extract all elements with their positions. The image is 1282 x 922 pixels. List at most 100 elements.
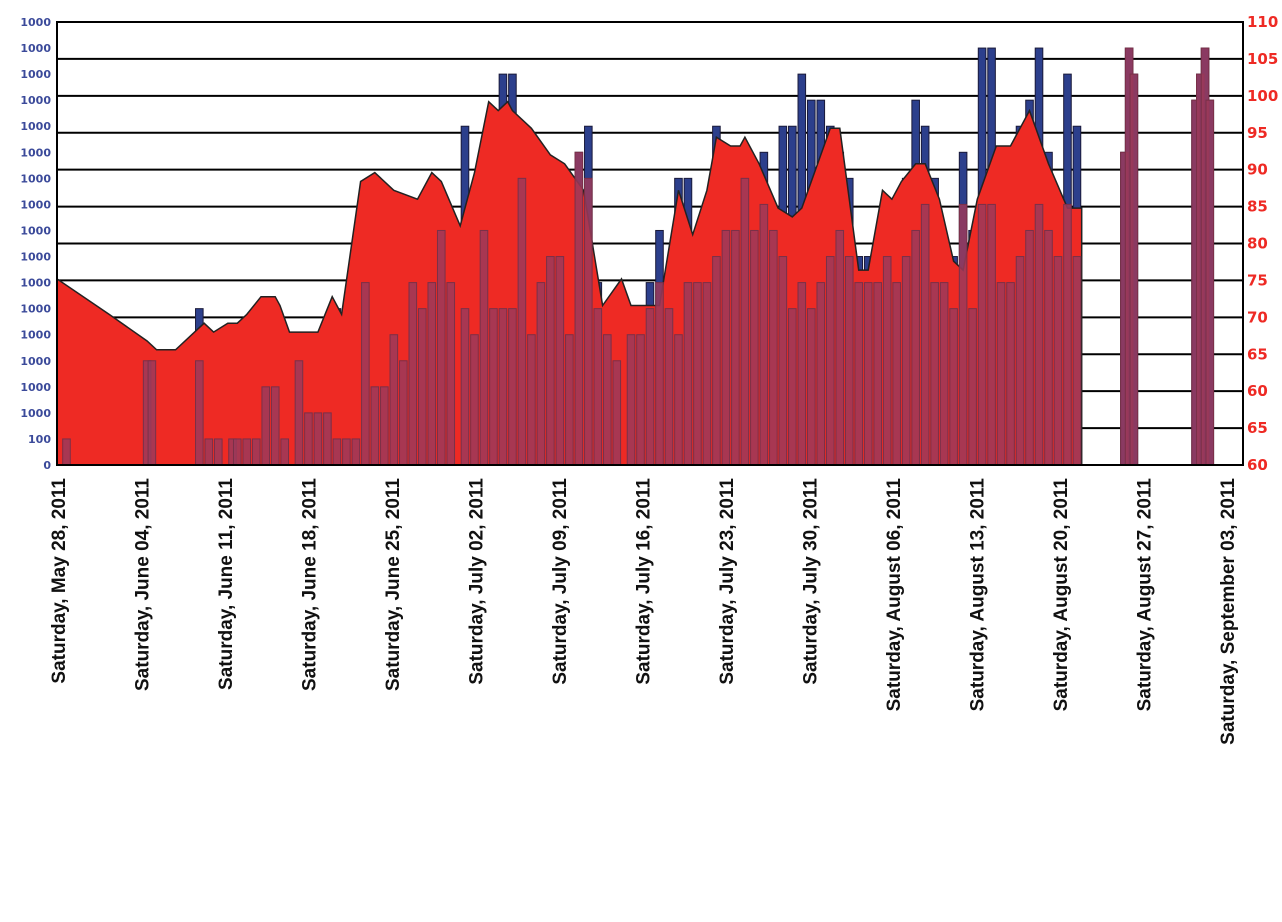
bar-front [489,308,498,466]
bar-front [399,360,408,466]
bar-front [565,334,574,466]
right-tick-label: 60 [1247,382,1268,400]
right-tick-label: 95 [1247,124,1268,142]
x-tick-label: Saturday, July 09, 2011 [550,478,571,685]
bar-front [721,229,731,466]
right-tick-label: 90 [1247,161,1268,179]
bar-front [332,438,342,466]
bar-front [612,360,622,466]
bar-front [214,438,223,466]
bar-front [446,282,456,466]
left-tick-label: 1000 [20,381,51,394]
bar-front [996,282,1006,466]
bar-front [555,256,565,466]
bar-front [536,282,546,466]
bar-front [949,308,958,466]
bar-front [251,438,261,466]
bar-front [1053,256,1063,466]
right-tick-label: 80 [1247,235,1268,253]
x-tick-label: Saturday, September 03, 2011 [1218,478,1239,745]
bar-front [389,334,399,466]
left-tick-label: 1000 [20,172,51,185]
bar-front [645,308,655,466]
bar-front [593,308,603,466]
left-tick-label: 1000 [20,277,51,290]
bar-front [1034,203,1044,466]
x-tick-label: Saturday, June 25, 2011 [383,478,404,691]
bar-front [693,282,702,466]
left-tick-label: 1000 [20,42,51,55]
bar-front [1015,256,1025,466]
x-tick-label: Saturday, August 20, 2011 [1051,478,1072,712]
left-axis-ticks: 0 100 1000 1000 1000 1000 1000 1000 1000 1000 1000… [20,16,51,472]
bar-front [664,308,674,466]
bar-front [62,438,71,466]
bar-front [1006,282,1015,466]
left-tick-label: 1000 [20,16,51,29]
bar-front [901,256,911,466]
bar-front [655,282,664,466]
bar-front [911,229,920,466]
bar-front [342,438,351,466]
x-tick-label: Saturday, June 04, 2011 [133,478,154,691]
right-tick-label: 110 [1247,13,1278,31]
left-tick-label: 1000 [20,329,51,342]
bar-front [968,308,977,466]
bar-front [436,229,446,466]
x-axis-ticks: Saturday, May 28, 2011 Saturday, June 04,… [49,478,1239,745]
x-tick-label: Saturday, August 06, 2011 [884,478,905,712]
bar-front [195,360,204,466]
left-tick-label: 0 [43,459,51,472]
right-tick-label: 100 [1247,87,1278,105]
bar-front [232,438,242,466]
right-tick-label: 65 [1247,419,1268,437]
bar-front [280,438,290,466]
bar-front [863,282,873,466]
bar-front [930,282,939,466]
bar-front [920,203,930,466]
area-fill [56,100,1083,466]
bar-front [498,308,508,466]
bar-front [470,334,479,466]
bar-front [242,438,252,466]
bar-front [380,386,389,466]
bar-front [460,308,470,466]
bar-front [626,334,636,466]
bar-front [892,282,901,466]
bar-front [147,360,157,466]
bar-front [740,177,750,466]
bar-front [1025,229,1034,466]
bar-front [603,334,612,466]
bar-front [1129,73,1139,466]
bar-front [304,412,313,466]
bar-front [527,334,536,466]
bar-front [508,308,517,466]
x-tick-label: Saturday, July 30, 2011 [801,478,822,685]
bar-front [977,203,987,466]
right-tick-label: 65 [1247,345,1268,363]
bar-front [270,386,280,466]
bar-front [1205,99,1215,466]
x-tick-label: Saturday, June 18, 2011 [300,478,321,691]
bar-front [987,203,996,466]
left-tick-label: 1000 [20,355,51,368]
bar-front [313,412,323,466]
bar-front [323,412,332,466]
bar-front [479,229,489,466]
bar-front [1072,256,1082,466]
bar-front [939,282,949,466]
bar-front [807,308,816,466]
bar-front [844,256,854,466]
bar-front [702,282,712,466]
left-tick-label: 1000 [20,224,51,237]
left-tick-label: 1000 [20,251,51,264]
right-tick-label: 85 [1247,198,1268,216]
bar-front [778,256,788,466]
right-tick-label: 75 [1247,271,1268,289]
x-tick-label: Saturday, August 13, 2011 [968,478,989,712]
plot-border [56,21,1244,466]
x-tick-label: Saturday, July 16, 2011 [634,478,655,685]
bar-front [750,229,759,466]
left-tick-label: 1000 [20,68,51,81]
